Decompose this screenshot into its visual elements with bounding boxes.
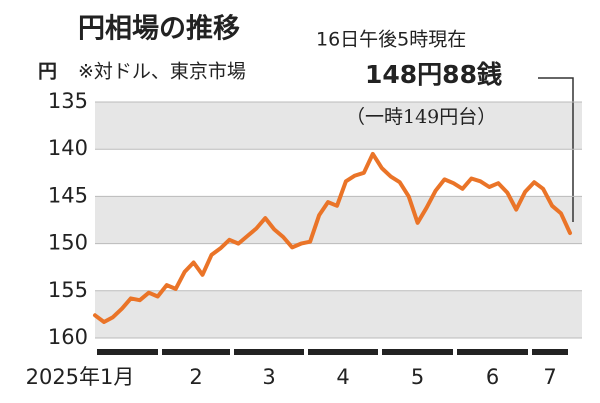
annotation: 148円88銭	[365, 60, 502, 89]
annotation-leader	[538, 77, 574, 222]
x-tick-label: 5	[411, 365, 424, 389]
x-tick-label: 2025年1月	[26, 365, 135, 389]
x-tick-label: 6	[486, 365, 499, 389]
y-unit: 円	[38, 61, 57, 83]
x-tick-label: 4	[336, 365, 349, 389]
y-tick-label: 150	[48, 231, 88, 255]
line	[93, 151, 572, 324]
y-tick-label: 155	[48, 278, 88, 302]
month-bar	[308, 349, 378, 355]
note: ※対ドル、東京市場	[78, 61, 246, 83]
month-bar	[97, 349, 158, 355]
month-bar	[162, 349, 230, 355]
y-tick-label: 145	[48, 183, 88, 207]
chart-subtitle: 16日午後5時現在	[316, 29, 466, 51]
band	[95, 102, 582, 150]
y-tick-label: 135	[48, 89, 88, 113]
annotation-sub: （一時149円台）	[346, 106, 496, 128]
x-tick-label: 3	[262, 365, 275, 389]
month-bar	[234, 349, 304, 355]
chart-title: 円相場の推移	[78, 14, 240, 45]
x-tick-label: 2	[189, 365, 202, 389]
band	[95, 290, 582, 338]
x-tick-label: 7	[543, 365, 556, 389]
month-bar	[382, 349, 453, 355]
month-bar	[532, 349, 568, 355]
y-tick-label: 140	[48, 136, 88, 160]
y-tick-label: 160	[48, 325, 88, 349]
month-bar	[457, 349, 528, 355]
